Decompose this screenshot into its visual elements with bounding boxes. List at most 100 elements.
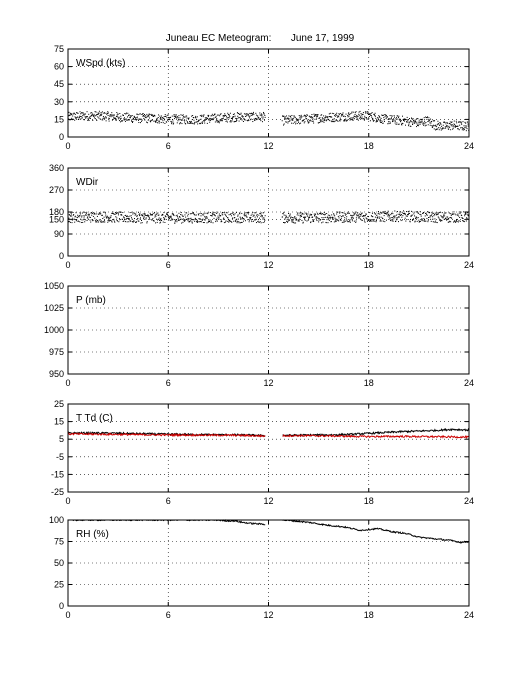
data-point xyxy=(70,114,72,116)
data-point xyxy=(347,114,349,116)
data-point xyxy=(319,120,321,122)
data-point xyxy=(408,213,410,215)
data-point xyxy=(233,113,235,115)
data-point xyxy=(368,220,370,222)
data-point xyxy=(98,112,100,114)
data-point xyxy=(385,118,387,120)
data-point xyxy=(357,115,359,117)
data-point xyxy=(428,217,430,219)
data-point xyxy=(132,117,134,119)
data-point xyxy=(197,221,199,223)
data-point xyxy=(99,118,101,120)
data-point xyxy=(364,115,366,117)
data-point xyxy=(453,221,455,223)
data-point xyxy=(449,213,451,215)
data-point xyxy=(404,213,406,215)
data-point xyxy=(377,118,379,120)
data-point xyxy=(365,213,367,215)
y-tick-label: -25 xyxy=(51,487,64,497)
data-point xyxy=(290,115,292,117)
data-point xyxy=(261,121,263,123)
data-point xyxy=(98,213,100,215)
data-point xyxy=(296,118,298,120)
data-point xyxy=(253,118,255,120)
data-point xyxy=(216,220,218,222)
data-point xyxy=(413,211,415,213)
data-point xyxy=(456,219,458,221)
data-point xyxy=(243,113,245,115)
data-point xyxy=(412,219,414,221)
data-point xyxy=(248,212,250,214)
data-point xyxy=(223,222,225,224)
data-point xyxy=(122,115,124,117)
data-point xyxy=(381,114,383,116)
data-point xyxy=(359,114,361,116)
data-point xyxy=(374,112,376,114)
data-point xyxy=(361,116,363,118)
data-point xyxy=(422,118,424,120)
data-point xyxy=(297,212,299,214)
data-point xyxy=(441,125,443,127)
data-point xyxy=(108,218,110,220)
data-point xyxy=(156,213,158,215)
data-point xyxy=(463,129,465,131)
data-point xyxy=(466,212,468,214)
data-point xyxy=(450,214,452,216)
data-point xyxy=(157,122,159,124)
y-tick-label: 25 xyxy=(54,580,64,590)
y-tick-label: 1000 xyxy=(44,325,64,335)
data-point xyxy=(283,211,285,213)
data-point xyxy=(299,117,301,119)
data-point xyxy=(178,115,180,117)
data-point xyxy=(186,121,188,123)
data-point xyxy=(359,116,361,118)
data-point xyxy=(283,115,285,117)
data-point xyxy=(199,221,201,223)
data-point xyxy=(404,118,406,120)
x-tick-label: 6 xyxy=(166,141,171,151)
data-point xyxy=(90,212,92,214)
data-point xyxy=(402,115,404,117)
data-point xyxy=(262,111,264,113)
data-point xyxy=(162,214,164,216)
data-point xyxy=(113,117,115,119)
data-point xyxy=(71,119,73,121)
data-point xyxy=(251,213,253,215)
data-point xyxy=(79,212,81,214)
data-point xyxy=(359,213,361,215)
data-point xyxy=(202,121,204,123)
data-point xyxy=(331,121,333,123)
data-point xyxy=(352,119,354,121)
data-point xyxy=(368,117,370,119)
data-point xyxy=(393,115,395,117)
data-point xyxy=(338,217,340,219)
data-point xyxy=(314,115,316,117)
data-point xyxy=(260,214,262,216)
data-point xyxy=(217,217,219,219)
data-point xyxy=(319,213,321,215)
data-point xyxy=(290,119,292,121)
data-point xyxy=(259,112,261,114)
data-point xyxy=(310,214,312,216)
data-point xyxy=(221,120,223,122)
data-point xyxy=(347,211,349,213)
data-point xyxy=(292,217,294,219)
data-point xyxy=(198,214,200,216)
data-point xyxy=(92,115,94,117)
data-point xyxy=(429,122,431,124)
data-point xyxy=(203,120,205,122)
data-point xyxy=(250,113,252,115)
data-point xyxy=(379,116,381,118)
data-point xyxy=(264,114,266,116)
data-point xyxy=(380,122,382,124)
data-point xyxy=(134,119,136,121)
data-point xyxy=(226,117,228,119)
data-point xyxy=(163,217,165,219)
data-point xyxy=(445,217,447,219)
data-point xyxy=(429,119,431,121)
data-point xyxy=(344,120,346,122)
data-point xyxy=(124,120,126,122)
data-point xyxy=(244,212,246,214)
data-point xyxy=(349,119,351,121)
data-point xyxy=(398,216,400,218)
